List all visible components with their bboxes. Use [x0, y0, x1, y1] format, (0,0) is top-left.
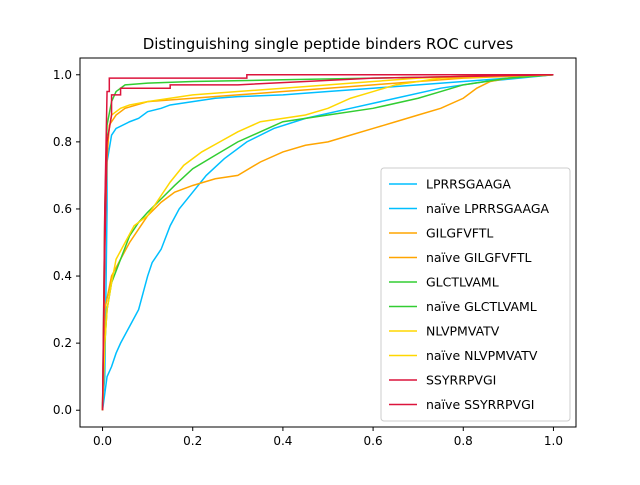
legend: LPRRSGAAGA naïve LPRRSGAAGA GILGFVFTL naïve…	[380, 167, 571, 422]
series-line-7	[101, 74, 554, 411]
ticks-layer: 0.0 0.2 0.4 0.6 0.8 1.0 0.0 0.2 0.4 0.6 0.8 1.0	[53, 68, 563, 448]
y-tick-label-1: 0.2	[53, 336, 72, 350]
y-tick-label-4: 0.8	[53, 135, 72, 149]
series-line-3	[101, 74, 554, 411]
legend-label-7: naïve NLVPMVATV	[426, 348, 538, 363]
chart-title: Distinguishing single peptide binders RO…	[143, 35, 514, 53]
series-line-8	[101, 74, 554, 411]
legend-label-1: naïve LPRRSGAAGA	[426, 201, 550, 216]
x-tick-label-2: 0.4	[273, 434, 292, 448]
x-tick-label-1: 0.2	[183, 434, 202, 448]
y-tick-label-2: 0.4	[53, 269, 72, 283]
legend-label-2: GILGFVFTL	[426, 226, 493, 241]
series-line-5	[101, 74, 554, 411]
legend-label-0: LPRRSGAAGA	[426, 177, 511, 192]
x-tick-label-3: 0.6	[364, 434, 383, 448]
legend-label-9: naïve SSYRRPVGI	[426, 397, 534, 412]
axes-frame	[79, 57, 577, 428]
legend-label-8: SSYRRPVGI	[426, 373, 496, 388]
series-line-9	[101, 74, 554, 411]
legend-label-4: GLCTLVAML	[426, 275, 499, 290]
y-tick-label-5: 1.0	[53, 68, 72, 82]
legend-label-6: NLVPMVATV	[426, 324, 500, 339]
series-line-1	[101, 74, 554, 411]
y-tick-label-0: 0.0	[53, 403, 72, 417]
legend-label-3: naïve GILGFVFTL	[426, 250, 531, 265]
series-layer	[101, 74, 554, 411]
x-tick-label-4: 0.8	[454, 434, 473, 448]
x-tick-label-0: 0.0	[93, 434, 112, 448]
y-tick-label-3: 0.6	[53, 202, 72, 216]
x-tick-label-5: 1.0	[544, 434, 563, 448]
legend-box	[380, 167, 571, 422]
legend-label-5: naïve GLCTLVAML	[426, 299, 537, 314]
series-line-2	[101, 74, 554, 411]
